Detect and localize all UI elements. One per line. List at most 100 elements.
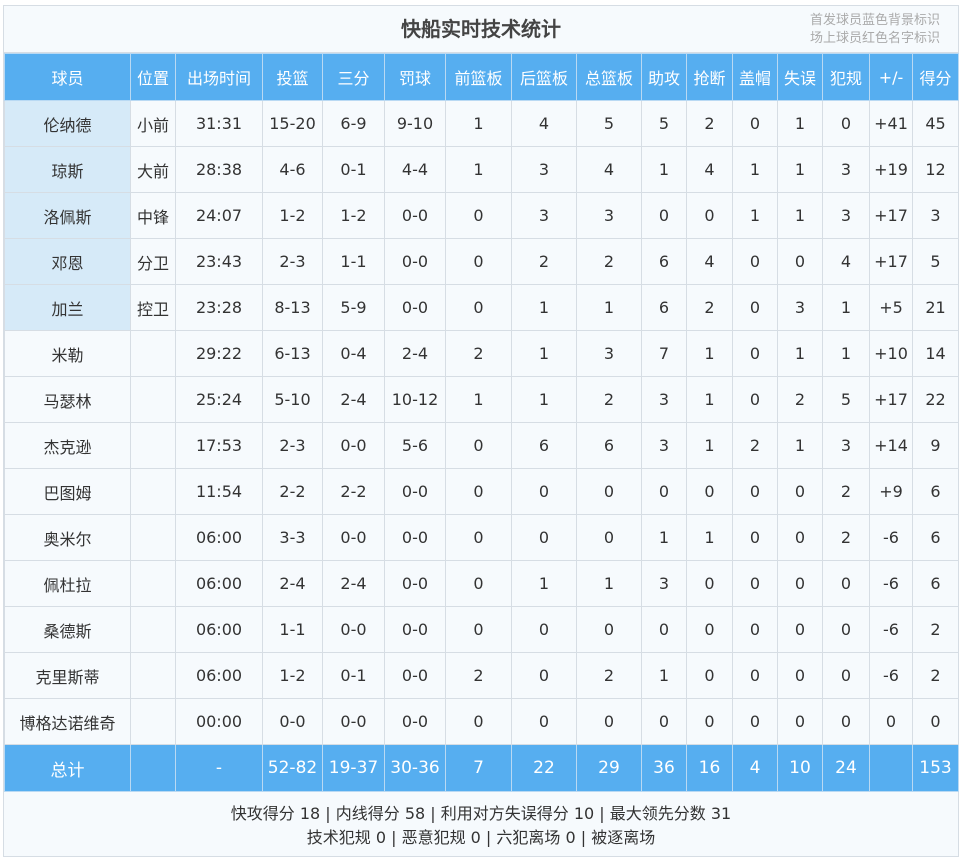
stat-cell: 5 bbox=[641, 100, 687, 147]
total-cell: 30-36 bbox=[384, 744, 446, 792]
column-header[interactable]: 盖帽 bbox=[732, 53, 778, 101]
title-bar: 快船实时技术统计 首发球员蓝色背景标识 场上球员红色名字标识 bbox=[4, 6, 958, 53]
player-name[interactable]: 琼斯 bbox=[4, 146, 131, 193]
stat-cell: -6 bbox=[869, 560, 913, 607]
column-header[interactable]: 出场时间 bbox=[175, 53, 263, 101]
stat-cell: 6 bbox=[511, 422, 577, 469]
stat-cell: 1 bbox=[511, 376, 577, 423]
player-name[interactable]: 邓恩 bbox=[4, 238, 131, 285]
column-header[interactable]: 前篮板 bbox=[445, 53, 512, 101]
player-row: 博格达诺维奇 00:00 0-0 0-0 0-0 0 0 0 0 0 0 0 0 0 0 bbox=[4, 698, 959, 745]
player-name[interactable]: 洛佩斯 bbox=[4, 192, 131, 239]
player-name[interactable]: 米勒 bbox=[4, 330, 131, 377]
column-header[interactable]: 抢断 bbox=[686, 53, 733, 101]
stat-cell: 1 bbox=[686, 422, 733, 469]
stat-cell: 0-0 bbox=[384, 514, 446, 561]
player-row: 伦纳德 小前 31:31 15-20 6-9 9-10 1 4 5 5 2 0 1 0 +41 45 bbox=[4, 100, 959, 147]
stat-cell: 1 bbox=[777, 422, 823, 469]
player-name[interactable]: 伦纳德 bbox=[4, 100, 131, 147]
stat-cell: 3 bbox=[822, 146, 870, 193]
stat-cell: 3 bbox=[822, 422, 870, 469]
stat-cell: 2 bbox=[912, 652, 959, 699]
stat-cell: 5 bbox=[822, 376, 870, 423]
stat-cell: 0 bbox=[777, 468, 823, 515]
stat-cell: 2-4 bbox=[384, 330, 446, 377]
stat-cell: 1-2 bbox=[262, 192, 323, 239]
stat-cell: 2-4 bbox=[262, 560, 323, 607]
player-name[interactable]: 马瑟林 bbox=[4, 376, 131, 423]
total-cell: 52-82 bbox=[262, 744, 323, 792]
player-row: 琼斯 大前 28:38 4-6 0-1 4-4 1 3 4 1 4 1 1 3 +19 12 bbox=[4, 146, 959, 193]
stat-cell: 1 bbox=[576, 560, 642, 607]
column-header[interactable]: 球员 bbox=[4, 53, 131, 101]
stat-cell: 15-20 bbox=[262, 100, 323, 147]
stat-cell bbox=[130, 376, 176, 423]
stat-cell: 29:22 bbox=[175, 330, 263, 377]
stat-cell: 0-0 bbox=[322, 698, 385, 745]
player-name[interactable]: 桑德斯 bbox=[4, 606, 131, 653]
stat-cell: 6-13 bbox=[262, 330, 323, 377]
box-score-panel: 快船实时技术统计 首发球员蓝色背景标识 场上球员红色名字标识 球员 位置 出场时间投… bbox=[3, 5, 959, 857]
column-header[interactable]: 罚球 bbox=[384, 53, 446, 101]
stat-cell: 1 bbox=[445, 100, 512, 147]
player-name[interactable]: 杰克逊 bbox=[4, 422, 131, 469]
column-header[interactable]: 失误 bbox=[777, 53, 823, 101]
stat-cell: 3 bbox=[511, 146, 577, 193]
stat-cell: 0 bbox=[641, 192, 687, 239]
column-header[interactable]: 犯规 bbox=[822, 53, 870, 101]
player-name[interactable]: 奥米尔 bbox=[4, 514, 131, 561]
stat-cell: 1 bbox=[445, 146, 512, 193]
column-header[interactable]: 后篮板 bbox=[511, 53, 577, 101]
stat-cell: 28:38 bbox=[175, 146, 263, 193]
stat-cell: 22 bbox=[912, 376, 959, 423]
stat-cell: 0-0 bbox=[384, 238, 446, 285]
player-name[interactable]: 巴图姆 bbox=[4, 468, 131, 515]
player-name[interactable]: 克里斯蒂 bbox=[4, 652, 131, 699]
stat-cell: 0 bbox=[445, 422, 512, 469]
stat-cell: 2-2 bbox=[322, 468, 385, 515]
column-header[interactable]: 总篮板 bbox=[576, 53, 642, 101]
stat-cell: 0 bbox=[822, 698, 870, 745]
stat-cell: +19 bbox=[869, 146, 913, 193]
stat-cell: 0 bbox=[576, 514, 642, 561]
column-header[interactable]: +/- bbox=[869, 53, 913, 101]
stat-cell: 1 bbox=[511, 330, 577, 377]
column-header[interactable]: 得分 bbox=[912, 53, 959, 101]
stat-cell: 5 bbox=[912, 238, 959, 285]
stat-cell: 0 bbox=[732, 100, 778, 147]
stat-cell: 06:00 bbox=[175, 652, 263, 699]
stat-cell: 3 bbox=[511, 192, 577, 239]
total-cell bbox=[130, 744, 176, 792]
stat-cell: 0 bbox=[445, 560, 512, 607]
stat-cell: 3-3 bbox=[262, 514, 323, 561]
stat-cell: 6 bbox=[912, 468, 959, 515]
player-name[interactable]: 博格达诺维奇 bbox=[4, 698, 131, 745]
stat-cell: 2 bbox=[445, 652, 512, 699]
column-header[interactable]: 三分 bbox=[322, 53, 385, 101]
stat-cell: 3 bbox=[641, 376, 687, 423]
stat-cell: 1 bbox=[686, 376, 733, 423]
column-header[interactable]: 助攻 bbox=[641, 53, 687, 101]
stat-cell: 0 bbox=[445, 606, 512, 653]
stat-cell bbox=[130, 468, 176, 515]
stat-cell: 0 bbox=[511, 514, 577, 561]
stat-cell: 2 bbox=[777, 376, 823, 423]
column-header[interactable]: 位置 bbox=[130, 53, 176, 101]
stat-cell: 2 bbox=[576, 652, 642, 699]
stat-cell: 2-3 bbox=[262, 422, 323, 469]
stat-cell: 11:54 bbox=[175, 468, 263, 515]
player-row: 杰克逊 17:53 2-3 0-0 5-6 0 6 6 3 1 2 1 3 +14 9 bbox=[4, 422, 959, 469]
player-name[interactable]: 加兰 bbox=[4, 284, 131, 331]
player-name[interactable]: 佩杜拉 bbox=[4, 560, 131, 607]
stat-cell: 2 bbox=[445, 330, 512, 377]
stat-cell: 1 bbox=[777, 100, 823, 147]
stat-cell: +5 bbox=[869, 284, 913, 331]
total-cell: 29 bbox=[576, 744, 642, 792]
stat-cell: 2-3 bbox=[262, 238, 323, 285]
stat-cell: 5-9 bbox=[322, 284, 385, 331]
stat-cell: 0 bbox=[869, 698, 913, 745]
stat-cell: 1 bbox=[641, 652, 687, 699]
stat-cell: 2 bbox=[576, 238, 642, 285]
stat-cell bbox=[130, 606, 176, 653]
column-header[interactable]: 投篮 bbox=[262, 53, 323, 101]
